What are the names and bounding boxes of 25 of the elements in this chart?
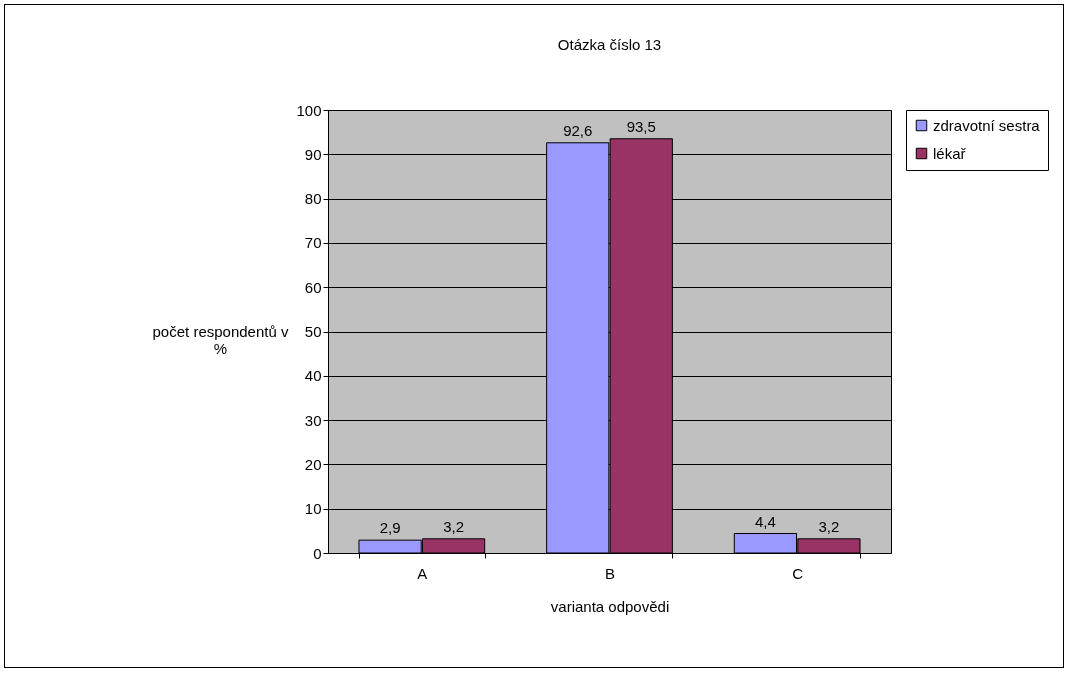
y-tick-label: 80: [304, 190, 322, 208]
data-label: 2,9: [379, 519, 401, 537]
data-label: 3,2: [818, 517, 840, 535]
y-tick-label: 70: [304, 234, 322, 252]
x-tick-label: B: [604, 564, 616, 582]
x-tick-label: C: [792, 564, 804, 582]
y-tick-label: 30: [304, 411, 322, 429]
data-label: 3,2: [443, 517, 465, 535]
y-tick-label: 40: [304, 367, 322, 385]
legend-label: zdravotní sestra: [933, 116, 1041, 134]
x-axis-title: varianta odpovědi: [550, 597, 670, 615]
legend-label: lékař: [933, 144, 967, 162]
y-tick-label: 60: [304, 278, 322, 296]
x-tick-label: A: [417, 564, 428, 582]
y-tick-label: 90: [304, 145, 322, 163]
data-label: 4,4: [754, 512, 776, 530]
y-tick-label: 50: [304, 323, 322, 340]
y-axis-title: počet respondentů v %: [152, 323, 289, 357]
y-tick-label: 0: [313, 544, 322, 562]
y-tick-label: 100: [296, 101, 322, 119]
chart-title: Otázka číslo 13: [557, 36, 662, 53]
y-tick-label: 10: [304, 500, 322, 518]
data-label: 93,5: [626, 117, 656, 135]
y-tick-label: 20: [304, 455, 322, 473]
data-label: 92,6: [563, 121, 593, 139]
